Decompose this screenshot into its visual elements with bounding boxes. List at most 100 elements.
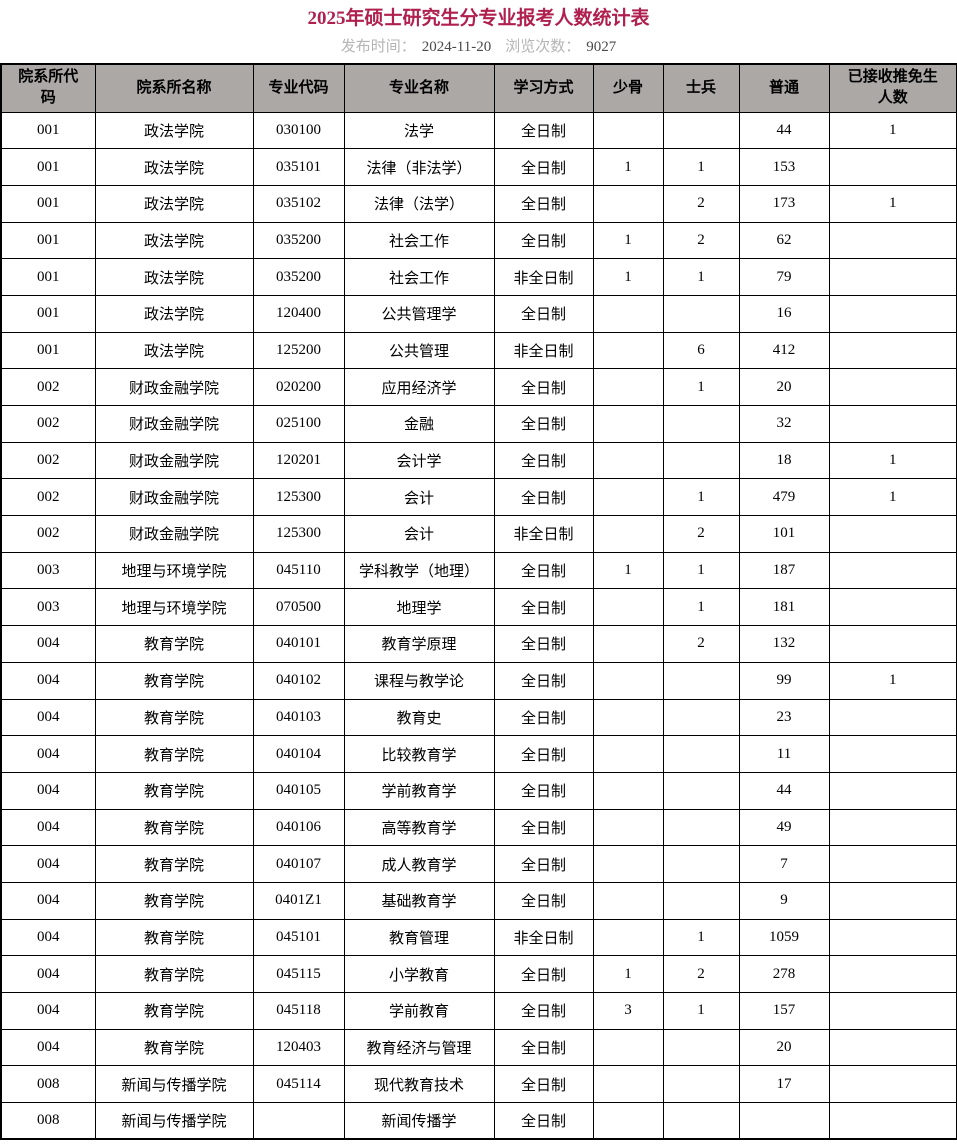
cell-study-mode: 全日制 xyxy=(493,294,594,333)
stats-table: 院系所代码 院系所名称 专业代码 专业名称 学习方式 少骨 士兵 普通 已接收推免生人数 001… xyxy=(0,63,957,1141)
cell-exempt-admitted: 1 xyxy=(828,184,957,223)
cell-major-name: 学科教学（地理） xyxy=(343,551,495,590)
cell-soldier-plan: 1 xyxy=(662,258,740,296)
cell-exempt-admitted xyxy=(828,845,957,883)
cell-dept-code: 004 xyxy=(0,881,96,920)
publish-date-value: 2024-11-20 xyxy=(421,39,492,55)
cell-minority-plan xyxy=(592,294,664,333)
table-row: 001 政法学院 035200 社会工作 非全日制 1 1 79 xyxy=(0,258,957,296)
cell-study-mode: 全日制 xyxy=(493,221,594,260)
cell-study-mode: 全日制 xyxy=(493,111,594,150)
cell-dept-name: 财政金融学院 xyxy=(94,368,254,406)
cell-general: 101 xyxy=(738,515,830,553)
cell-major-code: 035200 xyxy=(252,221,345,260)
cell-major-code: 070500 xyxy=(252,588,345,627)
cell-major-code: 120400 xyxy=(252,294,345,333)
cell-exempt-admitted xyxy=(828,294,957,333)
cell-general: 11 xyxy=(738,735,830,773)
cell-dept-name: 新闻与传播学院 xyxy=(94,1065,254,1104)
cell-minority-plan xyxy=(592,735,664,773)
cell-study-mode: 全日制 xyxy=(493,551,594,590)
cell-exempt-admitted xyxy=(828,588,957,627)
cell-minority-plan xyxy=(592,331,664,370)
cell-study-mode: 全日制 xyxy=(493,698,594,737)
cell-dept-name: 教育学院 xyxy=(94,955,254,993)
cell-major-name: 公共管理学 xyxy=(343,294,495,333)
cell-exempt-admitted xyxy=(828,881,957,920)
cell-dept-name: 教育学院 xyxy=(94,698,254,737)
publish-date-label: 发布时间： xyxy=(340,39,416,55)
table-row: 004 教育学院 045115 小学教育 全日制 1 2 278 xyxy=(0,955,957,993)
column-header-major-code: 专业代码 xyxy=(252,63,345,113)
table-row: 004 教育学院 040103 教育史 全日制 23 xyxy=(0,698,957,737)
cell-dept-code: 004 xyxy=(0,992,96,1030)
cell-major-name: 会计学 xyxy=(343,441,495,480)
cell-major-name: 学前教育学 xyxy=(343,771,495,810)
cell-major-code: 040107 xyxy=(252,845,345,883)
cell-major-code: 045101 xyxy=(252,918,345,957)
cell-soldier-plan: 1 xyxy=(662,588,740,627)
cell-study-mode: 全日制 xyxy=(493,992,594,1030)
cell-study-mode: 全日制 xyxy=(493,588,594,627)
cell-soldier-plan xyxy=(662,808,740,847)
column-header-major-name: 专业名称 xyxy=(343,63,495,113)
cell-soldier-plan xyxy=(662,111,740,150)
cell-minority-plan: 1 xyxy=(592,221,664,260)
cell-dept-name: 政法学院 xyxy=(94,148,254,186)
cell-major-name: 会计 xyxy=(343,515,495,553)
cell-major-code: 125300 xyxy=(252,478,345,517)
column-header-soldier-plan: 士兵 xyxy=(662,63,740,113)
cell-minority-plan xyxy=(592,881,664,920)
cell-dept-name: 教育学院 xyxy=(94,845,254,883)
cell-study-mode: 全日制 xyxy=(493,735,594,773)
cell-dept-code: 008 xyxy=(0,1065,96,1104)
cell-dept-code: 001 xyxy=(0,184,96,223)
cell-dept-name: 教育学院 xyxy=(94,625,254,663)
cell-major-code: 120403 xyxy=(252,1028,345,1067)
cell-major-code: 035200 xyxy=(252,258,345,296)
cell-major-name: 教育管理 xyxy=(343,918,495,957)
cell-soldier-plan xyxy=(662,405,740,443)
cell-study-mode: 全日制 xyxy=(493,184,594,223)
table-row: 008 新闻与传播学院 新闻传播学 全日制 xyxy=(0,1102,957,1140)
table-row: 004 教育学院 120403 教育经济与管理 全日制 20 xyxy=(0,1028,957,1067)
cell-major-code: 045118 xyxy=(252,992,345,1030)
cell-major-code: 030100 xyxy=(252,111,345,150)
cell-dept-name: 政法学院 xyxy=(94,111,254,150)
cell-major-name: 会计 xyxy=(343,478,495,517)
column-header-exempt-admitted: 已接收推免生人数 xyxy=(828,63,957,113)
cell-major-code: 040106 xyxy=(252,808,345,847)
cell-general: 479 xyxy=(738,478,830,517)
cell-minority-plan xyxy=(592,698,664,737)
cell-major-name: 基础教育学 xyxy=(343,881,495,920)
cell-soldier-plan: 2 xyxy=(662,184,740,223)
cell-study-mode: 非全日制 xyxy=(493,331,594,370)
table-row: 001 政法学院 120400 公共管理学 全日制 16 xyxy=(0,294,957,333)
cell-exempt-admitted xyxy=(828,331,957,370)
table-row: 004 教育学院 040105 学前教育学 全日制 44 xyxy=(0,771,957,810)
cell-general: 9 xyxy=(738,881,830,920)
cell-dept-code: 004 xyxy=(0,1028,96,1067)
column-header-dept-name: 院系所名称 xyxy=(94,63,254,113)
table-row: 003 地理与环境学院 070500 地理学 全日制 1 181 xyxy=(0,588,957,627)
cell-dept-code: 004 xyxy=(0,625,96,663)
cell-dept-code: 004 xyxy=(0,808,96,847)
table-header-row: 院系所代码 院系所名称 专业代码 专业名称 学习方式 少骨 士兵 普通 已接收推免生人数 xyxy=(0,63,957,113)
cell-major-name: 教育史 xyxy=(343,698,495,737)
cell-study-mode: 全日制 xyxy=(493,368,594,406)
cell-study-mode: 全日制 xyxy=(493,1028,594,1067)
cell-soldier-plan xyxy=(662,1028,740,1067)
cell-dept-code: 008 xyxy=(0,1102,96,1140)
cell-exempt-admitted xyxy=(828,221,957,260)
column-header-minority-plan: 少骨 xyxy=(592,63,664,113)
cell-soldier-plan xyxy=(662,1102,740,1140)
column-header-study-mode: 学习方式 xyxy=(493,63,594,113)
cell-soldier-plan xyxy=(662,1065,740,1104)
table-row: 001 政法学院 035200 社会工作 全日制 1 2 62 xyxy=(0,221,957,260)
cell-major-name: 地理学 xyxy=(343,588,495,627)
table-row: 002 财政金融学院 125300 会计 非全日制 2 101 xyxy=(0,515,957,553)
cell-dept-name: 教育学院 xyxy=(94,808,254,847)
cell-dept-code: 002 xyxy=(0,478,96,517)
cell-minority-plan xyxy=(592,918,664,957)
table-row: 004 教育学院 040102 课程与教学论 全日制 99 1 xyxy=(0,661,957,700)
